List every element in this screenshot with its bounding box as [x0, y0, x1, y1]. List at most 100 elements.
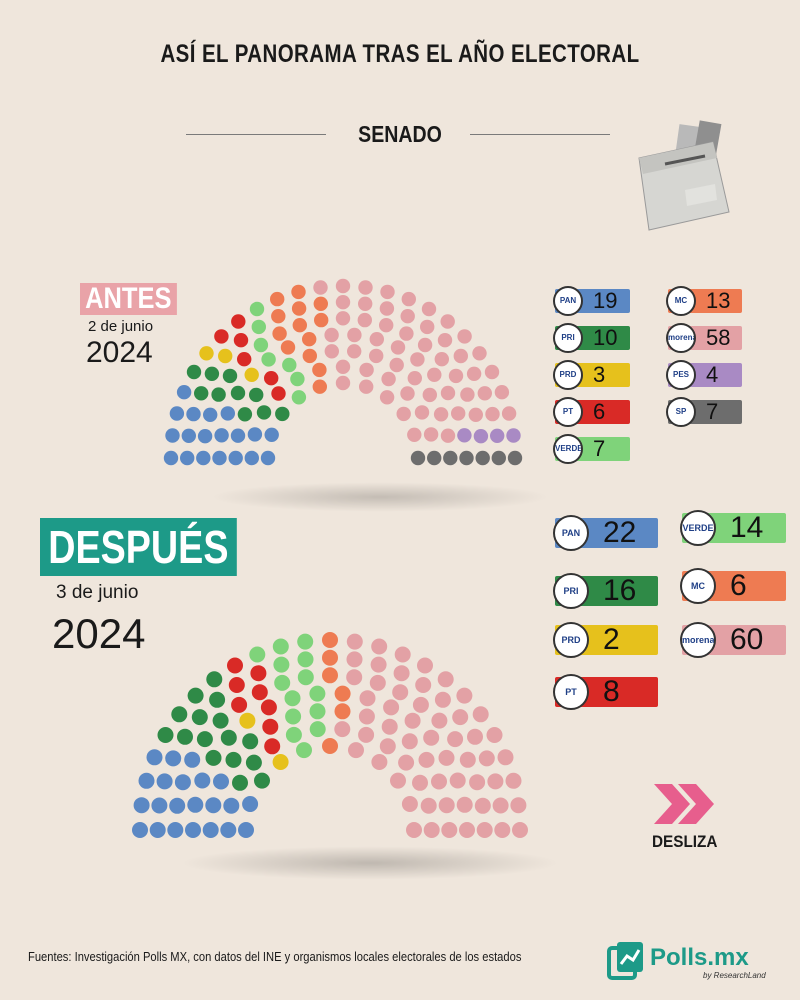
seat-pan	[260, 450, 276, 466]
seat-pan	[264, 427, 279, 442]
morena-logo-icon: morena	[680, 622, 716, 658]
seat-pri	[225, 751, 242, 768]
seat-pt	[271, 386, 286, 401]
seat-mc	[271, 309, 286, 324]
pt-logo-icon: PT	[553, 397, 583, 427]
pes-logo-icon: PES	[666, 360, 696, 390]
seat-mc	[313, 296, 328, 311]
seat-verde	[296, 742, 312, 759]
seat-morena	[390, 340, 406, 355]
seat-pri	[205, 749, 222, 766]
seat-morena	[447, 731, 464, 748]
legend-item-pri: PRI 16	[553, 573, 658, 609]
seat-morena	[407, 427, 422, 442]
seat-morena	[472, 346, 487, 361]
legend-item-prd: PRD 3	[553, 360, 630, 390]
seat-pan	[196, 450, 211, 466]
seat-morena	[441, 822, 458, 838]
seat-pt	[227, 657, 243, 674]
seat-morena	[440, 314, 455, 329]
seat-morena	[427, 367, 442, 382]
swipe-chevrons-icon[interactable]	[650, 782, 720, 826]
seat-morena	[417, 657, 433, 674]
seat-prd	[244, 367, 259, 382]
legend-item-pri: PRI 10	[553, 323, 630, 353]
legend-value: 14	[730, 511, 764, 544]
seat-morena	[407, 371, 422, 386]
seat-pan	[220, 406, 235, 421]
seat-verde	[309, 721, 326, 738]
seat-pri	[237, 407, 253, 422]
seat-pes	[473, 429, 489, 444]
legend-item-pt: PT 6	[553, 397, 630, 427]
seat-morena	[393, 665, 410, 682]
seat-mc	[291, 284, 306, 300]
seat-morena	[476, 822, 493, 838]
antes-date: 2 de junio	[88, 318, 154, 335]
prd-logo-icon: PRD	[553, 360, 583, 390]
seat-morena	[334, 721, 351, 738]
seat-mc	[312, 379, 327, 394]
seat-morena	[485, 406, 500, 422]
seat-verde	[253, 337, 269, 353]
seat-pan	[167, 822, 184, 838]
seat-morena	[390, 772, 406, 789]
seat-pri	[232, 774, 248, 791]
seat-pan	[174, 774, 191, 791]
seat-pan	[223, 797, 240, 814]
seat-pan	[213, 773, 229, 790]
seat-mc	[334, 703, 351, 720]
seat-prd	[272, 754, 289, 770]
legend-item-morena: morena 58	[666, 323, 742, 353]
seat-morena	[423, 427, 439, 442]
seat-morena	[494, 385, 510, 400]
seat-pri	[191, 709, 208, 726]
seat-pan	[169, 406, 185, 421]
seat-verde	[291, 390, 307, 405]
seat-verde	[297, 669, 314, 686]
seat-pri	[256, 405, 272, 420]
verde-logo-icon: VERDE	[553, 434, 583, 464]
pan-logo-icon: PAN	[553, 515, 589, 551]
seat-morena	[369, 348, 384, 364]
seat-mc	[280, 340, 296, 355]
seat-pt	[231, 314, 246, 329]
seat-sp	[459, 450, 474, 466]
seat-morena	[380, 284, 395, 300]
seat-morena	[468, 407, 483, 422]
seat-morena	[398, 754, 415, 771]
seat-pt	[214, 329, 229, 344]
seat-morena	[505, 772, 522, 789]
seat-pt	[262, 718, 279, 735]
seat-morena	[348, 742, 364, 759]
seat-morena	[433, 407, 449, 422]
seat-morena	[448, 368, 464, 384]
despues-label: DESPUÉS	[40, 518, 237, 576]
title-rule-right	[470, 134, 610, 135]
seat-morena	[396, 406, 411, 422]
seat-pri	[171, 706, 188, 723]
seat-prd	[199, 346, 214, 361]
seat-prd	[218, 348, 233, 364]
seat-verde	[274, 674, 291, 691]
legend-item-sp: SP 7	[666, 397, 742, 427]
swipe-label[interactable]: DESLIZA	[652, 832, 718, 851]
seat-sp	[491, 450, 506, 466]
legend-value: 3	[593, 362, 606, 387]
antes-label: ANTES	[80, 283, 177, 315]
seat-morena	[401, 796, 418, 812]
seat-morena	[370, 656, 387, 673]
seat-morena	[346, 669, 363, 686]
legend-item-pan: PAN 19	[553, 286, 630, 316]
seat-morena	[389, 357, 404, 373]
hemicycle-shadow-antes	[210, 482, 550, 512]
seat-pan	[186, 406, 201, 422]
seat-morena	[421, 301, 437, 317]
seat-morena	[335, 278, 351, 294]
legend-value: 16	[603, 574, 637, 607]
seat-pri	[177, 728, 193, 745]
seat-pan	[165, 750, 182, 767]
legend-value: 13	[706, 288, 731, 313]
seat-pri	[209, 691, 226, 708]
seat-morena	[324, 327, 339, 343]
